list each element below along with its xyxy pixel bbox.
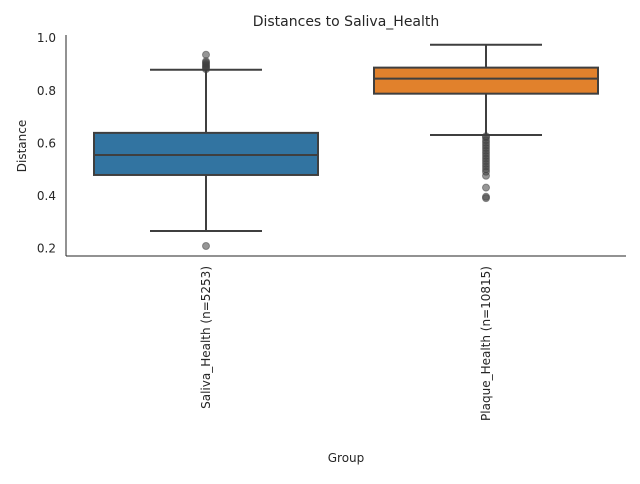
chart-title: Distances to Saliva_Health	[253, 14, 440, 30]
outlier-point	[202, 57, 210, 66]
x-axis-label: Group	[328, 451, 365, 465]
box	[373, 66, 599, 95]
y-tick-label: 0.2	[37, 242, 56, 256]
box	[93, 131, 319, 176]
outlier-point	[482, 194, 490, 203]
x-tick-label: Plaque_Health (n=10815)	[479, 266, 493, 421]
x-tick-label: Saliva_Health (n=5253)	[199, 266, 213, 409]
y-tick-label: 1.0	[37, 31, 56, 45]
y-tick-label: 0.6	[37, 136, 56, 150]
outlier-point	[482, 183, 490, 192]
y-tick-label: 0.4	[37, 189, 56, 203]
y-axis-label: Distance	[15, 120, 29, 172]
y-tick-label: 0.8	[37, 84, 56, 98]
outlier-point	[202, 242, 210, 251]
outlier-point	[482, 171, 490, 180]
outlier-point	[202, 50, 210, 59]
